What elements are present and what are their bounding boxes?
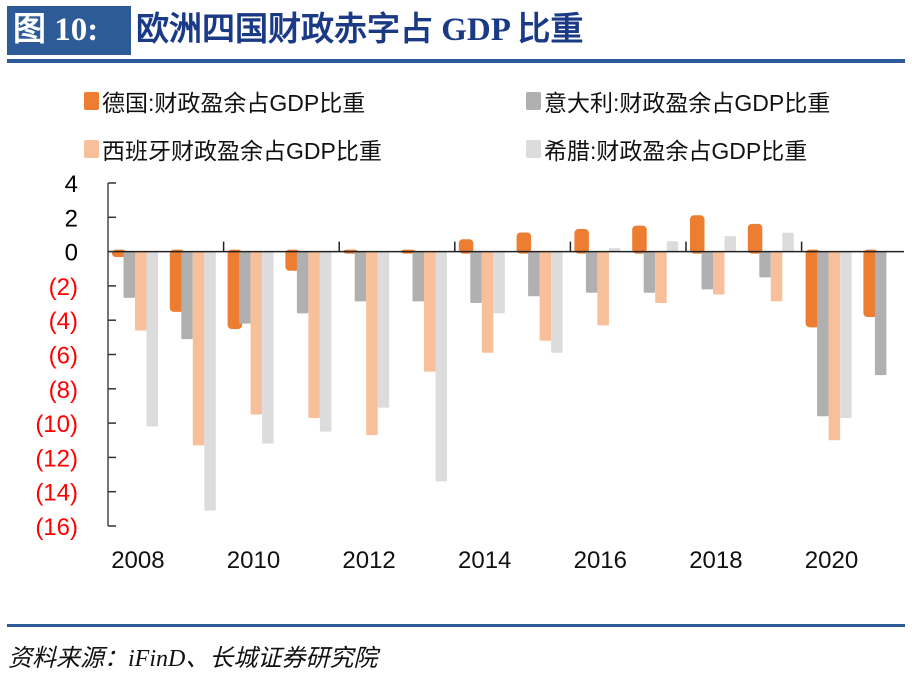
top-divider [7, 59, 905, 63]
legend-swatch-spain [84, 140, 99, 158]
bar [805, 249, 821, 328]
source-note: 资料来源：iFinD、长城证券研究院 [8, 646, 378, 672]
chart-title: 欧洲四国财政赤字占 GDP 比重 [136, 12, 584, 48]
bar [227, 249, 243, 330]
y-tick-label: (10) [35, 411, 78, 438]
legend-item-germany: 德国:财政盈余占GDP比重 [84, 86, 365, 116]
bar [169, 249, 185, 312]
x-tick-label: 2016 [574, 547, 627, 574]
bar [308, 251, 320, 418]
bar [863, 249, 878, 318]
bar [146, 251, 158, 427]
bar [759, 251, 771, 278]
bar [608, 248, 621, 252]
bar [296, 251, 309, 314]
bar [366, 251, 378, 436]
y-tick-label: (2) [49, 274, 78, 301]
bar [435, 251, 447, 482]
bar [655, 251, 667, 304]
bar [470, 251, 482, 304]
y-tick-label: (6) [49, 343, 78, 370]
x-tick-label: 2008 [111, 547, 164, 574]
legend-item-greece: 希腊:财政盈余占GDP比重 [526, 134, 807, 164]
bar [123, 251, 135, 298]
bar [262, 251, 274, 444]
y-tick-label: (4) [49, 308, 78, 335]
y-tick-label: 4 [65, 171, 78, 198]
x-tick-label: 2018 [689, 547, 742, 574]
bar [690, 215, 705, 254]
bar [724, 236, 736, 252]
bar [539, 251, 552, 341]
x-tick-label: 2010 [227, 547, 280, 574]
bar [250, 251, 263, 415]
bar [424, 251, 436, 372]
bar [285, 249, 300, 271]
legend-swatch-greece [526, 140, 541, 158]
bar [874, 251, 887, 376]
bar [666, 241, 679, 252]
bar [713, 251, 725, 295]
bar [585, 251, 598, 293]
legend-item-spain: 西班牙财政盈余占GDP比重 [84, 134, 382, 164]
bar [643, 251, 656, 293]
bar [828, 251, 841, 441]
y-tick-label: 0 [65, 240, 78, 267]
y-tick-label: (16) [35, 514, 78, 541]
bar [412, 251, 424, 302]
y-tick-label: (12) [35, 445, 78, 472]
bar [701, 251, 713, 290]
bar [747, 223, 763, 254]
legend-item-italy: 意大利:财政盈余占GDP比重 [526, 86, 830, 116]
x-tick-label: 2012 [342, 547, 395, 574]
x-tick-label: 2020 [805, 547, 858, 574]
y-tick-label: (14) [35, 480, 78, 507]
bar [481, 251, 494, 353]
bar [574, 229, 589, 254]
bar [135, 251, 147, 331]
bar [319, 251, 332, 432]
y-axis-ticks: 4 2 0 (2) (4) (6) (8) (10) (12) (14) (16) [35, 171, 116, 541]
x-tick-label: 2014 [458, 547, 511, 574]
bottom-divider [7, 624, 905, 627]
bar [551, 251, 563, 353]
legend-swatch-germany [84, 92, 99, 110]
legend-label-spain: 西班牙财政盈余占GDP比重 [102, 138, 382, 164]
bar [528, 251, 540, 297]
legend-label-greece: 希腊:财政盈余占GDP比重 [544, 138, 808, 164]
bar [493, 251, 505, 314]
bar [632, 225, 647, 254]
y-tick-label: (8) [49, 377, 78, 404]
y-tick-label: 2 [65, 205, 78, 232]
x-axis-ticks: 2008 2010 2012 2014 2016 2018 2020 [111, 241, 858, 574]
bar [204, 251, 216, 511]
legend-swatch-italy [526, 92, 541, 110]
legend-label-italy: 意大利:财政盈余占GDP比重 [544, 90, 831, 116]
legend-label-germany: 德国:财政盈余占GDP比重 [102, 90, 366, 116]
bar [516, 232, 532, 254]
bar [354, 251, 367, 302]
bars-layer [112, 215, 887, 511]
bar [840, 251, 852, 418]
bar [239, 251, 251, 324]
bar [770, 251, 783, 302]
bar [817, 251, 829, 417]
bar [181, 251, 193, 340]
bar [597, 251, 609, 326]
bar [192, 251, 205, 446]
bar [377, 251, 390, 408]
bar [782, 232, 794, 252]
bar [458, 239, 474, 254]
figure-label: 图 10: [7, 6, 131, 55]
